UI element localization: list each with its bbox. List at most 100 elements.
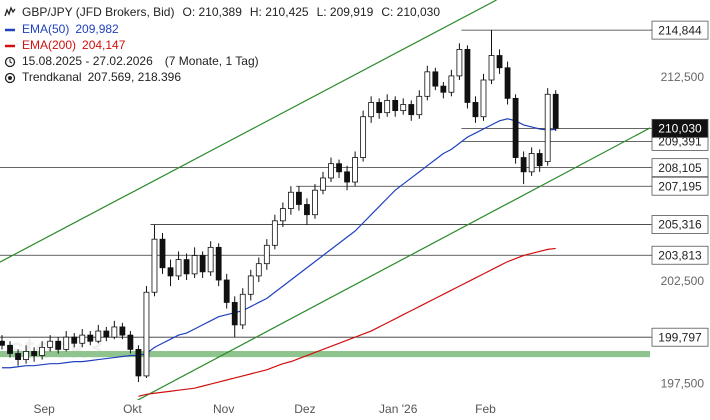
candle-body xyxy=(183,259,190,275)
level-label: 199,797 xyxy=(658,330,702,344)
ema-line xyxy=(2,118,556,369)
legend-name: EMA(50) xyxy=(22,22,69,36)
symbol: GBP/JPY (JFD Brokers, Bid) xyxy=(22,5,174,19)
level-box xyxy=(651,118,709,138)
x-tick-label: Okt xyxy=(123,402,142,416)
candle-body xyxy=(360,116,367,158)
level-box xyxy=(651,245,709,265)
candle-body xyxy=(336,163,342,173)
candle-body xyxy=(215,246,222,281)
candle-body xyxy=(231,302,238,326)
trend-channel xyxy=(0,0,497,263)
candle-body xyxy=(552,93,559,129)
candle-body xyxy=(432,71,439,87)
candle-body xyxy=(304,204,310,216)
candle-body xyxy=(464,48,471,103)
x-tick-label: Nov xyxy=(213,402,234,416)
candle-body xyxy=(368,102,375,118)
candle-body xyxy=(143,291,150,377)
duration: (7 Monate, 1 Tag) xyxy=(165,54,259,68)
candle-body xyxy=(87,334,94,342)
candle-body xyxy=(239,293,246,326)
candle-body xyxy=(440,85,447,93)
candle-body xyxy=(536,153,543,167)
legend-background xyxy=(0,4,300,84)
date-range: 15.08.2025 - 27.02.2026 xyxy=(22,54,153,68)
x-tick-label: Feb xyxy=(475,402,496,416)
level-label: 214,844 xyxy=(658,23,702,37)
trend-channel xyxy=(136,127,650,400)
level-box xyxy=(651,20,709,40)
candle-body xyxy=(376,102,383,114)
candle-body xyxy=(63,336,70,350)
candle-body xyxy=(95,330,102,342)
candle-body xyxy=(384,100,391,114)
candle-body xyxy=(263,244,270,265)
candle-body xyxy=(151,238,158,293)
candle-body xyxy=(175,259,182,277)
candle-body xyxy=(71,336,78,344)
level-label: 207,195 xyxy=(658,179,702,193)
level-label: 209,391 xyxy=(658,135,702,149)
candle-body xyxy=(159,238,166,269)
candle-body xyxy=(119,326,126,336)
legend-icon xyxy=(4,6,16,84)
legend-value: 209,982 xyxy=(75,22,119,36)
candle-body xyxy=(223,279,230,303)
channel-name: Trendkanal xyxy=(22,70,82,84)
legend-name: EMA(200) xyxy=(22,38,76,52)
ema-line xyxy=(138,247,556,397)
candle-body xyxy=(544,93,551,163)
candle-body xyxy=(312,189,318,216)
legend-ema50: EMA(50) 209,982 xyxy=(22,22,119,36)
candle-body xyxy=(512,97,519,158)
candle-body xyxy=(7,344,13,354)
candle-body xyxy=(520,157,527,173)
open: O: 210,389 xyxy=(182,5,242,19)
candle-body xyxy=(456,48,463,77)
candle-body xyxy=(47,340,54,348)
level-box xyxy=(651,176,709,196)
candle-body xyxy=(320,177,326,191)
level-label: 205,316 xyxy=(658,218,702,232)
candle-body xyxy=(287,191,294,209)
candle-body xyxy=(39,346,46,356)
legend-range: 15.08.2025 - 27.02.2026 (7 Monate, 1 Tag) xyxy=(22,54,259,68)
candle-body xyxy=(400,104,407,112)
level-label: 208,105 xyxy=(658,161,702,175)
level-box xyxy=(651,327,709,347)
y-tick-label: 197,500 xyxy=(661,376,705,390)
low: L: 209,919 xyxy=(317,5,374,19)
candle-body xyxy=(424,71,431,97)
close: C: 210,030 xyxy=(381,5,440,19)
legend-value: 204,147 xyxy=(82,38,126,52)
candle-body xyxy=(279,208,286,222)
level-label: 203,813 xyxy=(658,248,702,262)
level-label: 210,030 xyxy=(658,122,702,136)
candle-body xyxy=(207,246,214,273)
candle-body xyxy=(23,351,29,360)
candle-body xyxy=(528,153,535,173)
candle-body xyxy=(191,255,198,275)
candle-body xyxy=(352,157,358,183)
candle-body xyxy=(103,330,110,338)
legend-ema200: EMA(200) 204,147 xyxy=(22,38,126,52)
legend-channel: Trendkanal 207.569, 218.396 xyxy=(22,70,181,84)
candle-body xyxy=(247,275,254,295)
candle-body xyxy=(416,95,423,116)
candle-body xyxy=(504,67,511,99)
x-tick-label: Dez xyxy=(294,402,315,416)
candle-body xyxy=(448,75,455,93)
y-tick-label: 212,500 xyxy=(661,70,705,84)
x-tick-label: Jan '26 xyxy=(379,402,418,416)
candle-body xyxy=(408,104,415,116)
legend: GBP/JPY (JFD Brokers, Bid) O: 210,389 H: 2… xyxy=(0,4,440,84)
candle-body xyxy=(135,348,142,377)
candle-body xyxy=(167,267,174,277)
candle-body xyxy=(0,340,5,346)
candle-body xyxy=(31,351,38,356)
level-box xyxy=(651,215,709,234)
candle-body xyxy=(496,55,503,69)
candle-body xyxy=(55,340,62,350)
x-tick-label: Sep xyxy=(33,402,55,416)
